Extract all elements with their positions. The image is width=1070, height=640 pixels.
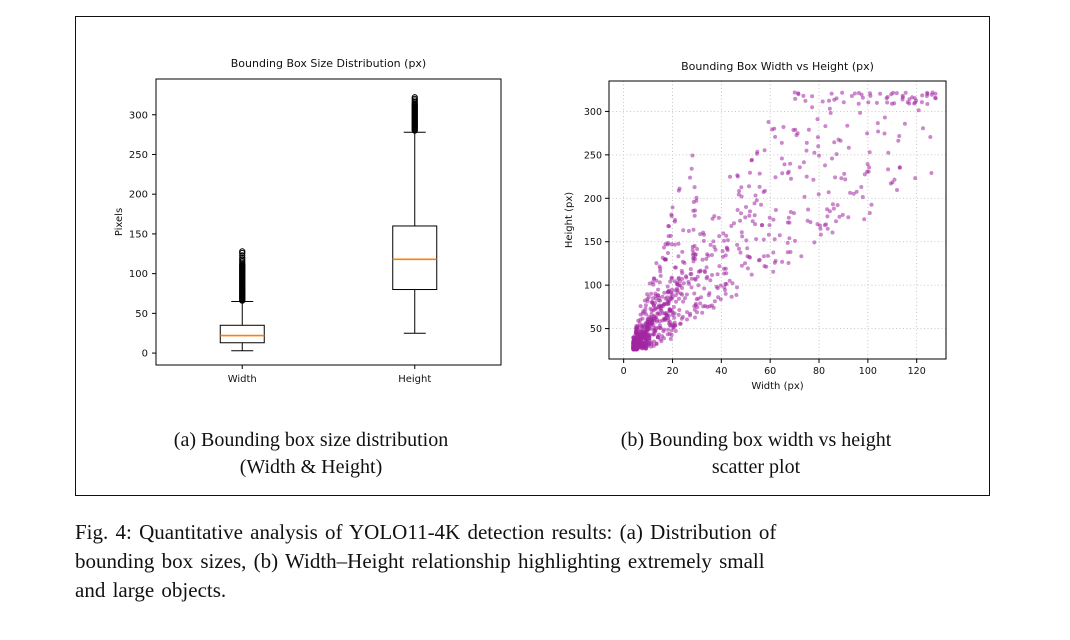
subcaption-b: (b) Bounding box width vs height scatter…	[536, 427, 976, 481]
svg-text:Width (px): Width (px)	[751, 381, 803, 392]
svg-text:100: 100	[859, 366, 877, 377]
svg-text:40: 40	[715, 366, 727, 377]
svg-text:150: 150	[129, 229, 148, 240]
svg-text:100: 100	[129, 269, 148, 280]
svg-text:120: 120	[908, 366, 926, 377]
svg-text:150: 150	[584, 237, 602, 248]
figure-caption: Fig. 4: Quantitative analysis of YOLO11-…	[75, 518, 995, 605]
subcaption-b-line2: scatter plot	[711, 456, 801, 478]
svg-text:300: 300	[584, 107, 602, 118]
svg-text:250: 250	[584, 150, 602, 161]
svg-text:50: 50	[135, 309, 148, 320]
subcaption-a-line2: (Width & Height)	[239, 456, 383, 478]
svg-text:Width: Width	[228, 374, 257, 385]
caption-line1: Fig. 4: Quantitative analysis of YOLO11-…	[75, 520, 777, 544]
subcaption-a: (a) Bounding box size distribution (Widt…	[96, 427, 526, 481]
svg-text:20: 20	[666, 366, 678, 377]
svg-text:Bounding Box Width vs Height (: Bounding Box Width vs Height (px)	[681, 60, 874, 73]
boxplot-svg: Bounding Box Size Distribution (px) 0 50 10…	[114, 57, 502, 385]
svg-text:100: 100	[584, 281, 602, 292]
svg-text:60: 60	[764, 366, 776, 377]
figure-panel: Bounding Box Size Distribution (px) 0 50 10…	[75, 16, 990, 496]
subcaption-a-line1: (a) Bounding box size distribution	[173, 429, 449, 451]
svg-text:Height (px): Height (px)	[564, 192, 575, 248]
svg-text:300: 300	[129, 110, 148, 121]
svg-text:0: 0	[142, 349, 148, 360]
svg-text:80: 80	[813, 366, 825, 377]
svg-text:Bounding Box Size Distribution: Bounding Box Size Distribution (px)	[231, 57, 426, 70]
svg-text:50: 50	[590, 324, 602, 335]
svg-text:250: 250	[129, 150, 148, 161]
boxplot-chart: Bounding Box Size Distribution (px) 0 50 10…	[106, 45, 536, 407]
svg-text:0: 0	[621, 366, 627, 377]
caption-line2: bounding box sizes, (b) Width–Height rel…	[75, 549, 765, 573]
svg-text:Height: Height	[398, 374, 431, 385]
scatter-chart: Bounding Box Width vs Height (px) 0 20 40 60…	[554, 47, 974, 409]
scatter-svg: Bounding Box Width vs Height (px) 0 20 40 60…	[564, 60, 947, 392]
svg-text:200: 200	[129, 190, 148, 201]
svg-text:200: 200	[584, 194, 602, 205]
caption-line3: and large objects.	[75, 578, 227, 602]
svg-text:Pixels: Pixels	[114, 208, 125, 236]
subcaption-b-line1: (b) Bounding box width vs height	[620, 429, 892, 451]
